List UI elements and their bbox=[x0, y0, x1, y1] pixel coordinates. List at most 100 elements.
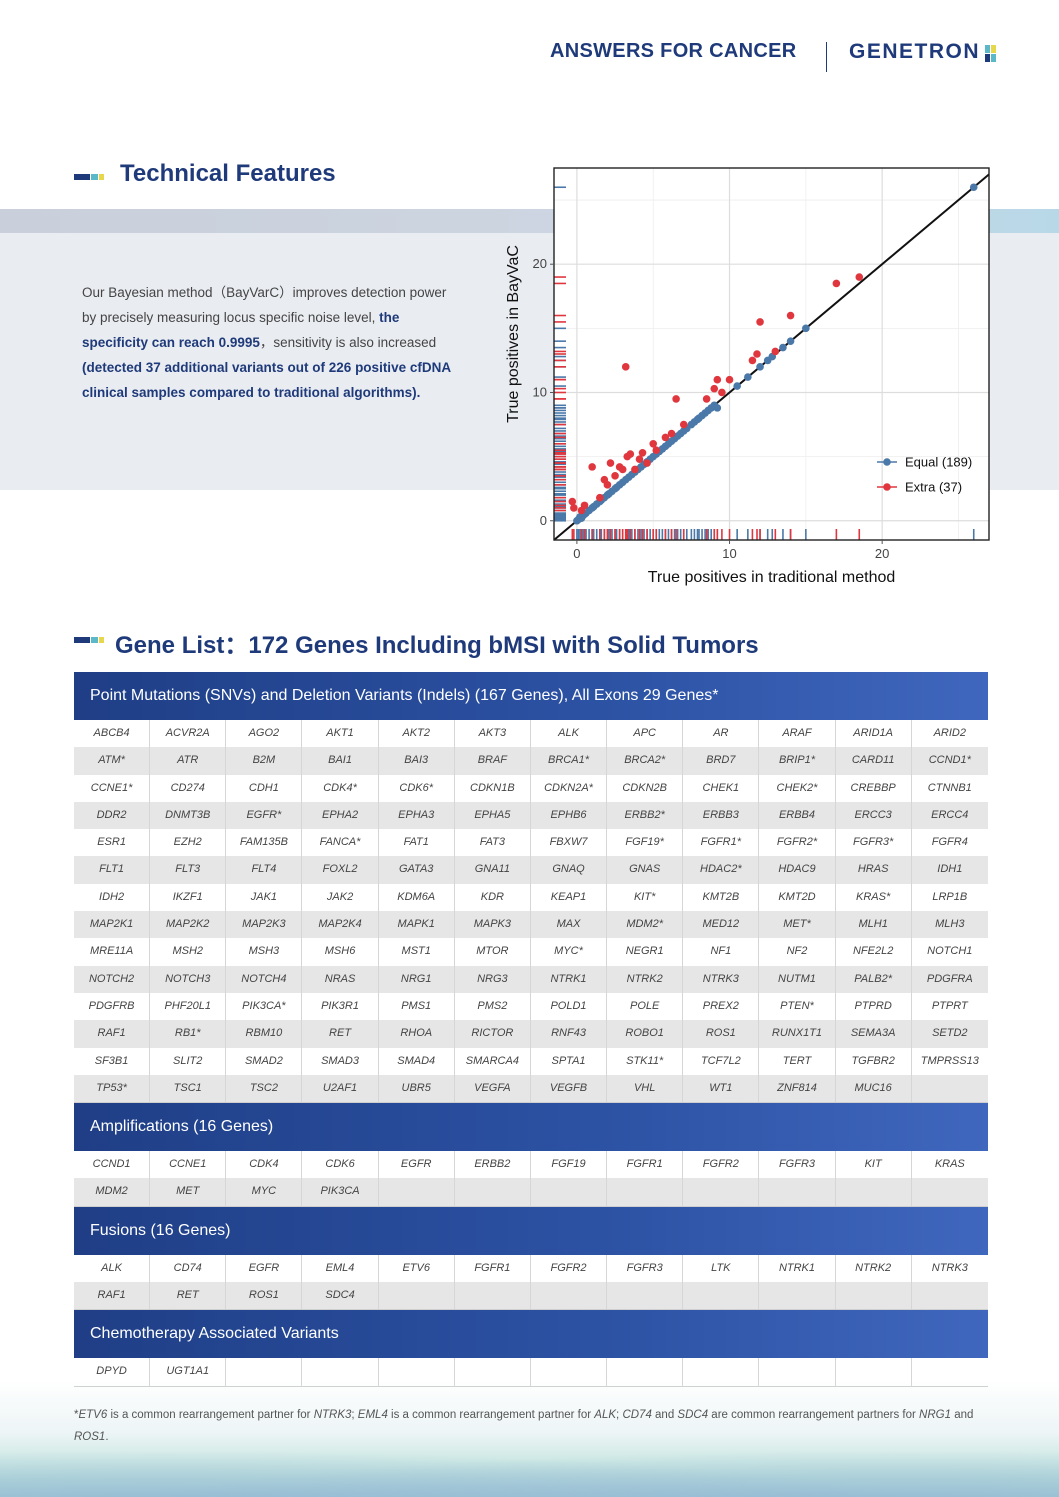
gene-cell: TERT bbox=[759, 1047, 836, 1075]
x-tick-label: 0 bbox=[573, 546, 580, 561]
gene-cell: MAP2K1 bbox=[74, 911, 151, 939]
gene-cell: HDAC9 bbox=[759, 856, 836, 884]
gene-cell: MRE11A bbox=[74, 938, 151, 966]
gene-cell: SMAD4 bbox=[379, 1047, 455, 1075]
gene-cell: DPYD bbox=[74, 1358, 151, 1386]
gene-cell: EGFR bbox=[379, 1151, 455, 1179]
gene-cell: ETV6 bbox=[379, 1254, 455, 1283]
plot-frame bbox=[553, 167, 990, 541]
gene-cell: CHEK2* bbox=[759, 774, 836, 802]
gene-cell: GNAQ bbox=[531, 856, 608, 884]
gene-cell: RNF43 bbox=[531, 1020, 608, 1048]
gene-cell: SDC4 bbox=[302, 1282, 379, 1310]
gene-cell: FGFR1 bbox=[455, 1254, 531, 1283]
point-extra bbox=[771, 347, 780, 356]
gene-cell: ALK bbox=[74, 1254, 151, 1283]
gene-cell: STK11* bbox=[607, 1047, 684, 1075]
gene-cell: PIK3R1 bbox=[302, 992, 379, 1021]
gene-cell: FGFR2 bbox=[531, 1254, 608, 1283]
point-extra bbox=[672, 395, 680, 403]
gene-cell bbox=[455, 1282, 531, 1310]
gene-cell: CREBBP bbox=[836, 774, 912, 802]
point-extra bbox=[832, 279, 841, 288]
gene-cell: FGFR3* bbox=[836, 829, 912, 857]
gene-cell: CDH1 bbox=[226, 774, 303, 802]
point-extra bbox=[580, 501, 589, 510]
legend-marker bbox=[883, 483, 891, 491]
gene-cell: MAX bbox=[531, 911, 608, 939]
gene-cell: MDM2 bbox=[74, 1178, 151, 1206]
footnote: *ETV6 is a common rearrangement partner … bbox=[74, 1404, 994, 1448]
table-section-header: Amplifications (16 Genes) bbox=[74, 1103, 988, 1152]
gene-cell: CARD11 bbox=[836, 747, 912, 775]
point-extra bbox=[753, 350, 761, 358]
table-row: MRE11A MSH2 MSH3 MSH6 MST1 MTOR MYC* NEGR1 NF1 NF… bbox=[74, 938, 988, 966]
gene-cell: CCNE1 bbox=[150, 1151, 227, 1179]
point-equal bbox=[756, 363, 764, 371]
gene-cell: GNAS bbox=[607, 856, 684, 884]
gene-cell: IDH2 bbox=[74, 883, 151, 912]
gene-cell: VEGFA bbox=[455, 1074, 531, 1103]
gene-cell: ARAF bbox=[759, 720, 836, 748]
gene-list-title: Gene List：172 Genes Including bMSI with … bbox=[115, 632, 759, 659]
gene-cell: VEGFB bbox=[531, 1074, 608, 1103]
gene-cell: MSH6 bbox=[302, 938, 379, 966]
gene-cell: ERBB2* bbox=[607, 801, 684, 830]
gene-cell: PHF20L1 bbox=[150, 992, 227, 1021]
gene-cell: RAF1 bbox=[74, 1282, 151, 1310]
gene-cell: CDK6* bbox=[379, 774, 455, 802]
gene-cell: CDKN2B bbox=[607, 774, 684, 802]
footnote-text: . bbox=[105, 1431, 109, 1443]
footnote-text: ; bbox=[351, 1409, 358, 1421]
gene-cell: BRD7 bbox=[683, 747, 760, 775]
gene-cell: AKT1 bbox=[302, 720, 379, 748]
technical-features-title: Technical Features bbox=[120, 160, 336, 187]
gene-cell: ALK bbox=[531, 720, 608, 748]
point-extra bbox=[855, 273, 864, 281]
gene-cell: NOTCH2 bbox=[74, 965, 151, 993]
gene-cell: FGFR3 bbox=[759, 1151, 836, 1179]
gene-cell: TSC1 bbox=[150, 1074, 227, 1103]
table-row: IDH2 IKZF1 JAK1 JAK2 KDM6A KDR KEAP1 KIT* KMT2B K… bbox=[74, 883, 988, 912]
gene-cell bbox=[379, 1178, 455, 1206]
gene-cell: CDK6 bbox=[302, 1151, 379, 1179]
gene-cell: SMAD3 bbox=[302, 1047, 379, 1075]
y-tick-label: 0 bbox=[540, 513, 547, 528]
footnote-gene: ETV6 bbox=[78, 1409, 108, 1421]
point-extra bbox=[718, 388, 726, 397]
gene-cell: CDK4* bbox=[302, 774, 379, 802]
gene-cell: FAM135B bbox=[226, 829, 303, 857]
gene-cell bbox=[607, 1178, 684, 1206]
gene-cell bbox=[455, 1178, 531, 1206]
point-extra bbox=[588, 463, 596, 471]
gene-cell: NRAS bbox=[302, 965, 379, 993]
gene-cell bbox=[759, 1358, 836, 1386]
gene-cell: SMAD2 bbox=[226, 1047, 303, 1075]
gene-cell: SLIT2 bbox=[150, 1047, 227, 1075]
gene-cell: HRAS bbox=[836, 856, 912, 884]
gene-cell: NTRK2 bbox=[836, 1254, 912, 1283]
gene-cell: CCND1 bbox=[74, 1151, 151, 1179]
gene-cell: SEMA3A bbox=[836, 1020, 912, 1048]
gene-cell: CDK4 bbox=[226, 1151, 303, 1179]
table-row: SF3B1 SLIT2 SMAD2 SMAD3 SMAD4 SMARCA4 SPTA1 STK… bbox=[74, 1047, 988, 1075]
x-tick-label: 20 bbox=[875, 546, 889, 561]
gene-cell: FLT4 bbox=[226, 856, 303, 884]
gene-cell: MAPK3 bbox=[455, 911, 531, 939]
tagline: ANSWERS FOR CANCER bbox=[550, 40, 797, 62]
gene-cell: KDR bbox=[455, 883, 531, 912]
gene-cell: GATA3 bbox=[379, 856, 455, 884]
gene-cell: EPHB6 bbox=[531, 801, 608, 830]
table-row: MAP2K1 MAP2K2 MAP2K3 MAP2K4 MAPK1 MAPK3 MAX MDM… bbox=[74, 911, 988, 939]
gene-cell: WT1 bbox=[683, 1074, 760, 1103]
gene-cell: BRIP1* bbox=[759, 747, 836, 775]
point-extra bbox=[638, 448, 647, 457]
footnote-text: is a common rearrangement partner for bbox=[107, 1409, 314, 1421]
bottom-gradient-accent bbox=[0, 1440, 1059, 1497]
gene-cell: ARID1A bbox=[836, 720, 912, 748]
gene-cell: CCNE1* bbox=[74, 774, 151, 802]
table-row: FLT1 FLT3 FLT4 FOXL2 GATA3 GNA11 GNAQ GNAS HDAC2… bbox=[74, 856, 988, 884]
point-extra bbox=[635, 455, 644, 463]
gene-cell: B2M bbox=[226, 747, 303, 775]
gene-cell: NTRK1 bbox=[531, 965, 608, 993]
